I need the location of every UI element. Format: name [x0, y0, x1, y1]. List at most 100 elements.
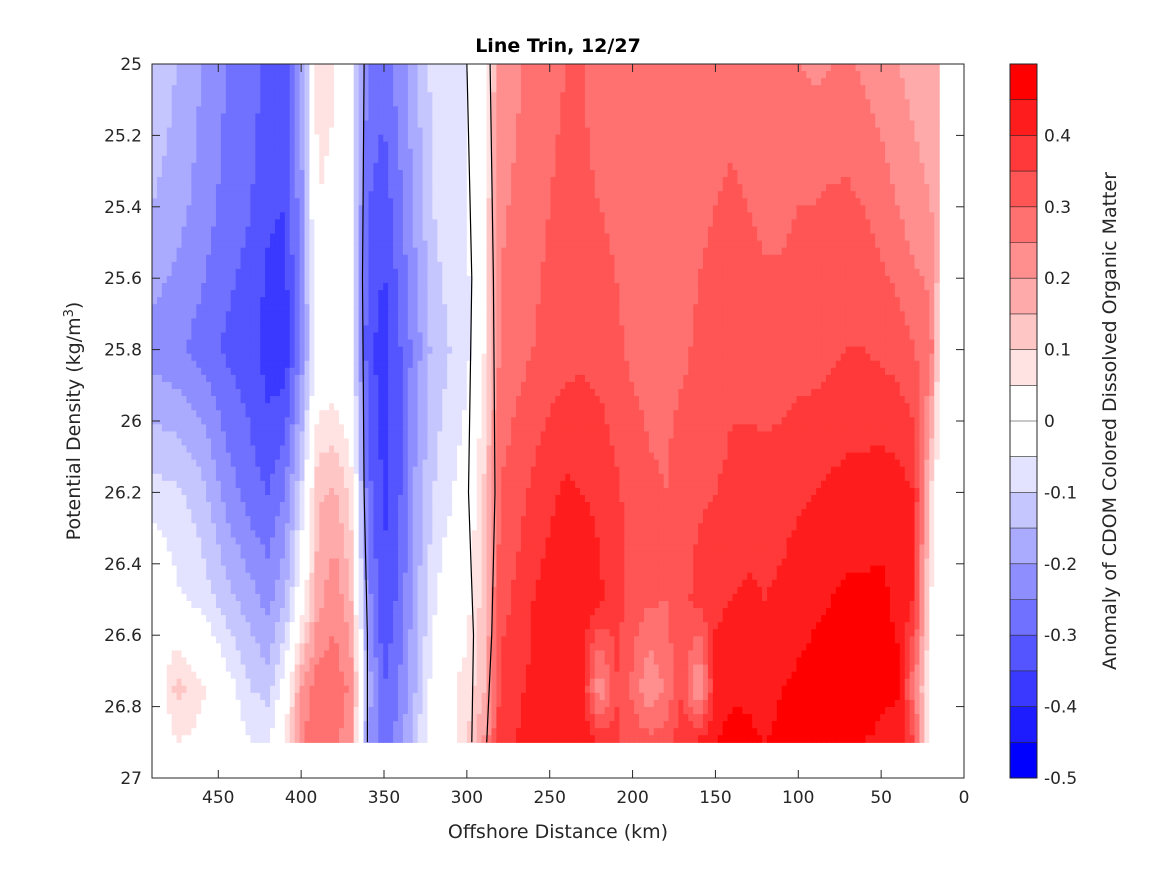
- contour-cell: [555, 275, 561, 284]
- contour-cell: [639, 162, 645, 171]
- contour-cell: [703, 247, 709, 256]
- contour-cell: [530, 148, 537, 157]
- contour-cell: [648, 127, 655, 136]
- contour-cell: [781, 106, 788, 115]
- contour-cell: [580, 85, 586, 93]
- contour-cell: [580, 268, 586, 277]
- contour-cell: [437, 141, 443, 150]
- contour-cell: [727, 268, 734, 277]
- contour-cell: [698, 205, 704, 213]
- contour-cell: [929, 134, 935, 143]
- contour-cell: [880, 268, 886, 277]
- contour-cell: [230, 219, 237, 228]
- contour-cell: [668, 64, 675, 72]
- contour-cell: [176, 261, 183, 270]
- contour-cell: [235, 226, 242, 235]
- contour-cell: [752, 134, 758, 143]
- contour-cell: [319, 71, 325, 79]
- contour-cell: [555, 198, 561, 206]
- contour-cell: [614, 240, 620, 249]
- contour-cell: [575, 275, 581, 284]
- contour-cell: [909, 233, 916, 242]
- contour-cell: [329, 141, 335, 150]
- contour-cell: [270, 85, 276, 93]
- contour-cell: [816, 184, 822, 192]
- contour-cell: [555, 92, 561, 100]
- contour-cell: [919, 148, 925, 157]
- contour-cell: [289, 92, 296, 100]
- contour-cell: [614, 78, 620, 86]
- contour-cell: [156, 85, 163, 93]
- contour-cell: [840, 78, 847, 86]
- contour-cell: [653, 99, 660, 107]
- contour-cell: [658, 78, 665, 86]
- contour-cell: [383, 162, 389, 171]
- contour-cell: [634, 205, 640, 213]
- contour-cell: [865, 169, 871, 178]
- contour-cell: [845, 148, 852, 157]
- contour-cell: [614, 247, 620, 256]
- contour-cell: [791, 120, 798, 129]
- contour-cell: [825, 219, 832, 228]
- contour-cell: [215, 212, 222, 221]
- contour-cell: [314, 71, 320, 79]
- contour-cell: [727, 106, 734, 115]
- contour-cell: [929, 99, 935, 107]
- contour-cell: [156, 141, 163, 150]
- contour-cell: [348, 106, 355, 115]
- contour-cell: [358, 162, 365, 171]
- contour-cell: [599, 113, 606, 122]
- contour-cell: [791, 113, 798, 122]
- contour-cell: [304, 92, 311, 100]
- contour-cell: [265, 177, 271, 185]
- contour-cell: [668, 219, 675, 228]
- contour-cell: [673, 254, 679, 263]
- contour-cell: [348, 233, 355, 242]
- contour-cell: [294, 141, 301, 150]
- contour-cell: [929, 191, 935, 199]
- contour-cell: [530, 141, 537, 150]
- contour-cell: [570, 233, 576, 242]
- contour-cell: [220, 184, 227, 192]
- contour-cell: [520, 275, 527, 284]
- contour-cell: [466, 268, 473, 277]
- contour-cell: [688, 106, 694, 115]
- contour-cell: [683, 120, 689, 129]
- contour-cell: [845, 268, 852, 277]
- contour-cell: [230, 120, 237, 129]
- contour-cell: [771, 191, 778, 199]
- contour-cell: [417, 191, 424, 199]
- contour-cell: [776, 106, 783, 115]
- contour-cell: [279, 106, 286, 115]
- contour-cell: [919, 261, 925, 270]
- contour-cell: [629, 141, 635, 150]
- contour-cell: [639, 127, 645, 136]
- contour-cell: [274, 184, 281, 192]
- contour-cell: [491, 275, 497, 284]
- contour-cell: [545, 120, 552, 129]
- contour-cell: [368, 78, 374, 86]
- contour-cell: [289, 247, 296, 256]
- contour-cell: [771, 134, 778, 143]
- contour-cell: [501, 127, 507, 136]
- contour-cell: [698, 155, 704, 164]
- contour-cell: [225, 275, 232, 284]
- contour-cell: [811, 106, 817, 115]
- contour-cell: [781, 247, 788, 256]
- contour-cell: [924, 92, 930, 100]
- contour-cell: [432, 134, 438, 143]
- contour-cell: [880, 127, 886, 136]
- contour-cell: [397, 71, 404, 79]
- contour-cell: [811, 240, 817, 249]
- contour-cell: [663, 134, 670, 143]
- contour-cell: [491, 141, 497, 150]
- contour-cell: [452, 141, 458, 150]
- contour-cell: [712, 219, 719, 228]
- contour-cell: [771, 141, 778, 150]
- contour-cell: [791, 85, 798, 93]
- contour-cell: [211, 85, 217, 93]
- contour-cell: [324, 191, 330, 199]
- contour-cell: [845, 212, 852, 221]
- contour-cell: [486, 78, 493, 86]
- contour-cell: [486, 198, 493, 206]
